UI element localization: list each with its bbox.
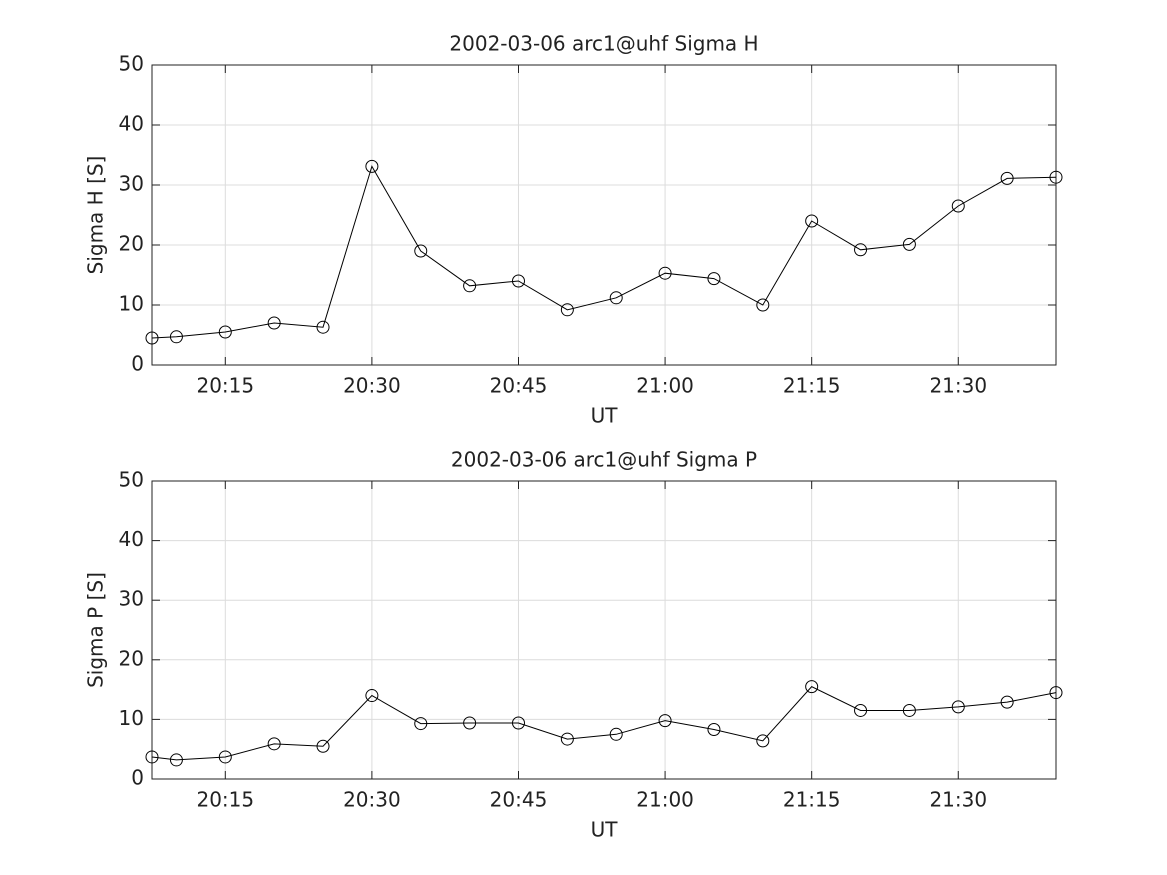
data-point bbox=[1000, 171, 1014, 185]
data-point bbox=[951, 700, 965, 714]
x-tick-label: 21:15 bbox=[783, 374, 841, 398]
data-point bbox=[854, 243, 868, 257]
data-point bbox=[145, 750, 159, 764]
y-tick-label: 10 bbox=[119, 706, 144, 730]
data-point bbox=[316, 320, 330, 334]
data-point bbox=[560, 303, 574, 317]
data-point bbox=[756, 298, 770, 312]
data-point bbox=[1049, 170, 1063, 184]
data-line bbox=[151, 686, 1057, 761]
x-axis-label: UT bbox=[591, 818, 619, 842]
plot-frame bbox=[151, 64, 1057, 366]
data-point bbox=[902, 703, 916, 717]
data-point bbox=[169, 330, 183, 344]
x-tick-label: 21:00 bbox=[636, 788, 694, 812]
x-tick-label: 20:30 bbox=[343, 374, 401, 398]
y-tick-label: 0 bbox=[131, 766, 144, 790]
data-point bbox=[463, 279, 477, 293]
x-tick-label: 21:00 bbox=[636, 374, 694, 398]
y-tick-label: 40 bbox=[119, 112, 144, 136]
data-point bbox=[365, 159, 379, 173]
x-tick-label: 21:30 bbox=[929, 788, 987, 812]
x-axis-label: UT bbox=[591, 404, 619, 428]
data-point bbox=[609, 727, 623, 741]
y-tick-label: 0 bbox=[131, 352, 144, 376]
y-tick-label: 40 bbox=[119, 527, 144, 551]
data-point bbox=[1000, 695, 1014, 709]
y-tick-label: 30 bbox=[119, 172, 144, 196]
x-tick-label: 20:45 bbox=[490, 374, 548, 398]
data-point bbox=[218, 750, 232, 764]
plot-frame bbox=[151, 480, 1057, 780]
data-point bbox=[951, 199, 965, 213]
data-point bbox=[805, 214, 819, 228]
y-tick-label: 20 bbox=[119, 646, 144, 670]
data-point bbox=[414, 717, 428, 731]
data-line bbox=[151, 165, 1057, 339]
plot-area bbox=[152, 65, 1056, 365]
y-tick-label: 20 bbox=[119, 232, 144, 256]
plot-area bbox=[152, 481, 1056, 779]
y-axis-label: Sigma P [S] bbox=[84, 572, 108, 688]
data-point bbox=[267, 316, 281, 330]
data-point bbox=[169, 753, 183, 767]
x-tick-label: 20:45 bbox=[490, 788, 548, 812]
data-point bbox=[267, 737, 281, 751]
data-point bbox=[609, 291, 623, 305]
data-point bbox=[658, 266, 672, 280]
data-point bbox=[707, 272, 721, 286]
data-point bbox=[805, 680, 819, 694]
data-point bbox=[316, 739, 330, 753]
x-tick-label: 20:15 bbox=[196, 788, 254, 812]
data-point bbox=[145, 331, 159, 345]
data-point bbox=[902, 237, 916, 251]
y-axis-label: Sigma H [S] bbox=[84, 156, 108, 275]
chart-title: 2002-03-06 arc1@uhf Sigma P bbox=[451, 448, 757, 472]
x-tick-label: 20:15 bbox=[196, 374, 254, 398]
y-tick-label: 50 bbox=[119, 468, 144, 492]
data-point bbox=[1049, 686, 1063, 700]
data-point bbox=[463, 716, 477, 730]
data-point bbox=[658, 714, 672, 728]
y-tick-label: 10 bbox=[119, 292, 144, 316]
y-tick-label: 50 bbox=[119, 52, 144, 76]
data-point bbox=[854, 703, 868, 717]
x-tick-label: 21:15 bbox=[783, 788, 841, 812]
chart-title: 2002-03-06 arc1@uhf Sigma H bbox=[449, 32, 758, 56]
data-point bbox=[707, 723, 721, 737]
data-point bbox=[756, 734, 770, 748]
x-tick-label: 21:30 bbox=[929, 374, 987, 398]
data-point bbox=[511, 274, 525, 288]
data-point bbox=[218, 325, 232, 339]
data-point bbox=[365, 689, 379, 703]
x-tick-label: 20:30 bbox=[343, 788, 401, 812]
data-point bbox=[560, 732, 574, 746]
data-point bbox=[511, 716, 525, 730]
data-point bbox=[414, 244, 428, 258]
y-tick-label: 30 bbox=[119, 587, 144, 611]
